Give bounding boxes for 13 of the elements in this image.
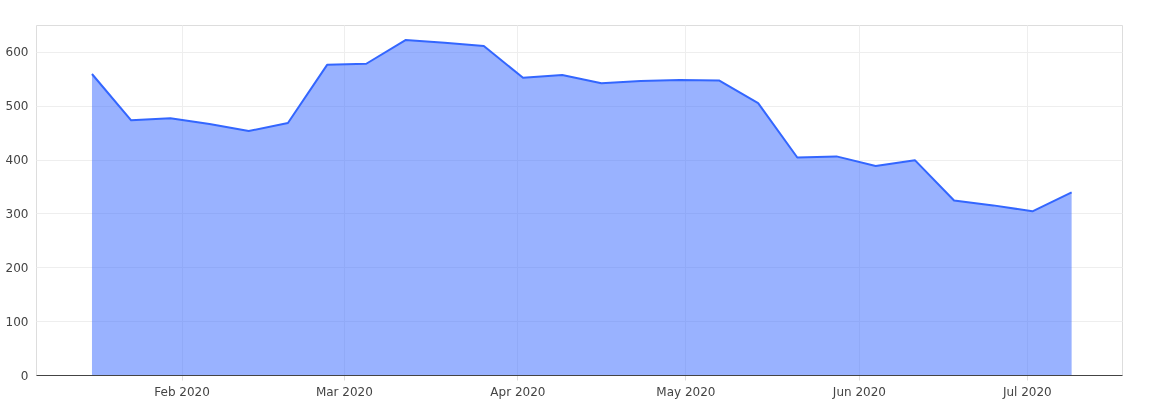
y-tick-label: 100 [5,314,29,329]
x-tick-label: Jul 2020 [1001,384,1052,399]
y-tick-label: 300 [5,206,29,221]
x-tick-label: Jun 2020 [831,384,886,399]
x-tick-label: Feb 2020 [154,384,210,399]
x-tick-label: Apr 2020 [490,384,546,399]
y-tick-label: 500 [5,99,29,114]
x-tick-label: Mar 2020 [315,384,373,399]
y-tick-label: 200 [5,260,29,275]
x-tick-label: May 2020 [656,384,716,399]
y-tick-label: 0 [20,368,29,383]
y-tick-label: 600 [5,45,29,60]
y-tick-label: 400 [5,153,29,168]
